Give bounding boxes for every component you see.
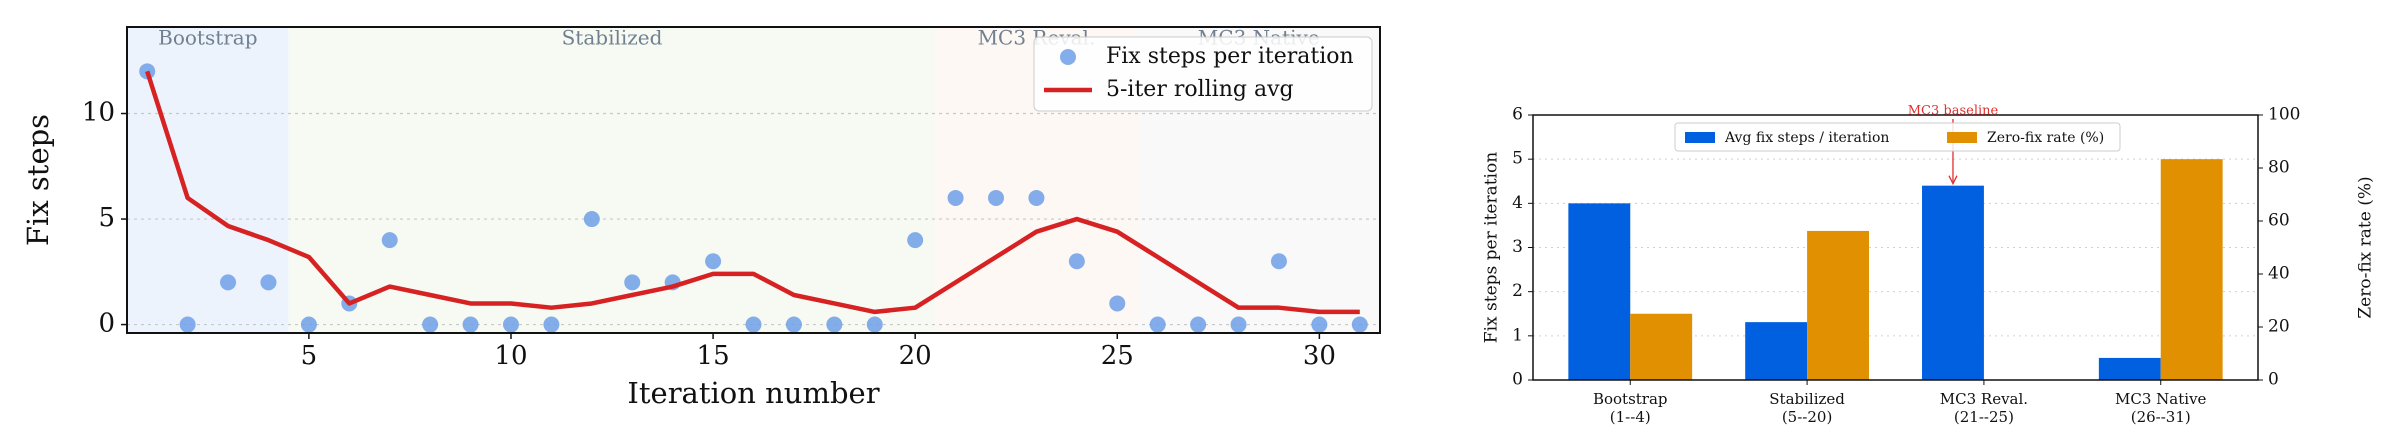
y2-tick-label: 40 — [2268, 264, 2290, 284]
x-axis-label: Iteration number — [627, 376, 879, 410]
point — [624, 274, 641, 291]
y-axis-label: Fix steps — [21, 114, 55, 246]
legend-label: Avg fix steps / iteration — [1724, 130, 1889, 146]
point — [462, 316, 479, 333]
point — [745, 316, 762, 333]
phase-label: Bootstrap — [158, 26, 257, 50]
point — [785, 316, 802, 333]
bar — [1630, 313, 1693, 380]
bar — [2160, 159, 2223, 380]
bar — [2098, 357, 2161, 380]
y2-tick-label: 0 — [2268, 370, 2279, 390]
point — [260, 274, 277, 291]
point — [907, 232, 924, 249]
y-tick-label: 5 — [1512, 149, 1523, 169]
point — [381, 232, 398, 249]
legend-swatch — [1947, 132, 1977, 143]
point — [1028, 189, 1045, 206]
y2-tick-label: 20 — [2268, 317, 2290, 337]
y2-tick-label: 100 — [2268, 105, 2300, 125]
point — [583, 211, 600, 228]
legend-box — [1033, 36, 1373, 112]
y-tick-label: 1 — [1512, 325, 1523, 345]
x-tick-label: 15 — [697, 341, 730, 371]
x-tick-label: 5 — [301, 341, 318, 371]
x-tick-label: Bootstrap — [1593, 390, 1668, 408]
annotation: MC3 baseline — [1908, 104, 1999, 119]
bar — [1807, 230, 1869, 380]
x-tick-label: 30 — [1303, 341, 1336, 371]
y-tick-label: 2 — [1512, 281, 1523, 301]
y-tick-label: 4 — [1512, 193, 1523, 213]
point — [1068, 253, 1085, 270]
y2-axis-label: Zero-fix rate (%) — [2356, 176, 2376, 318]
y-axis-label: Fix steps per iteration — [1482, 152, 1502, 343]
point — [1149, 316, 1166, 333]
point — [1190, 316, 1207, 333]
point — [947, 189, 964, 206]
rolling-line — [145, 70, 1360, 315]
x-tick-label: 20 — [899, 341, 932, 371]
point — [1311, 316, 1328, 333]
point — [220, 274, 237, 291]
point — [502, 316, 519, 333]
y2-tick-label: 80 — [2268, 158, 2290, 178]
y-tick-label: 5 — [98, 203, 115, 233]
point — [422, 316, 439, 333]
axes-frame — [126, 26, 1381, 334]
y-tick-label: 3 — [1512, 237, 1523, 257]
x-tick-label: 25 — [1101, 341, 1134, 371]
bar — [1922, 185, 1984, 380]
y2-tick-label: 60 — [2268, 211, 2290, 231]
legend-swatch — [1060, 49, 1076, 65]
bar — [1568, 203, 1631, 380]
point — [988, 189, 1005, 206]
point — [1230, 316, 1247, 333]
point — [1270, 253, 1287, 270]
axes-frame — [1532, 114, 2259, 381]
legend-swatch — [1685, 132, 1715, 143]
y-tick-label: 10 — [82, 98, 115, 128]
x-tick-label: (21--25) — [1954, 408, 2014, 426]
point — [300, 316, 317, 333]
legend-label: 5-iter rolling avg — [1106, 77, 1294, 102]
point — [866, 316, 883, 333]
y-tick-label: 0 — [1512, 370, 1523, 390]
x-tick-label: (1--4) — [1610, 408, 1651, 426]
legend-box — [1674, 122, 2121, 152]
point — [179, 316, 196, 333]
legend-label: Zero-fix rate (%) — [1987, 130, 2104, 146]
phase-label: Stabilized — [562, 26, 663, 50]
point — [826, 316, 843, 333]
point — [1109, 295, 1126, 312]
legend-label: Fix steps per iteration — [1106, 44, 1354, 69]
x-tick-label: (26--31) — [2131, 408, 2191, 426]
bar — [1745, 322, 1808, 380]
y-tick-label: 6 — [1512, 105, 1523, 125]
x-tick-label: 10 — [494, 341, 527, 371]
phase-band — [288, 27, 936, 333]
annotation-arrowhead — [1948, 175, 1958, 186]
x-tick-label: MC3 Reval. — [1940, 390, 2028, 408]
x-tick-label: (5--20) — [1782, 408, 1832, 426]
x-tick-label: Stabilized — [1769, 390, 1845, 408]
y-tick-label: 0 — [98, 309, 115, 339]
point — [705, 253, 722, 270]
x-tick-label: MC3 Native — [2115, 390, 2207, 408]
point — [1351, 316, 1368, 333]
point — [543, 316, 560, 333]
